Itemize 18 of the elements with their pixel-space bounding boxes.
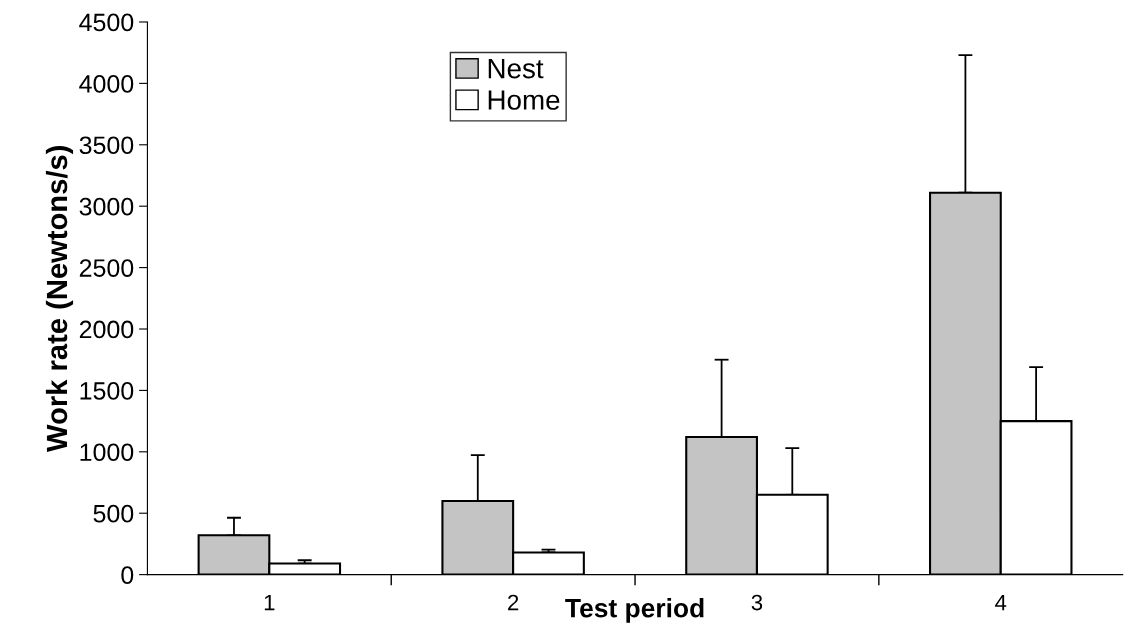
- y-tick-label: 500: [93, 504, 134, 523]
- y-tick-label: 1500: [80, 382, 134, 400]
- y-axis-title: Work rate (Newtons/s): [45, 146, 74, 452]
- x-tick-label: 4: [995, 594, 1007, 611]
- y-tick-label: 4000: [79, 74, 134, 93]
- y-tick-label: 1000: [80, 443, 134, 462]
- x-tick-label: 3: [751, 594, 763, 611]
- y-tick-label: 3500: [79, 136, 134, 155]
- x-axis-title: Test period: [565, 598, 704, 623]
- y-tick-label: 4500: [79, 13, 134, 32]
- legend-label: Nest: [488, 59, 544, 79]
- y-tick-label: 2000: [79, 320, 134, 339]
- legend-label: Home: [488, 90, 560, 110]
- x-tick-label: 1: [264, 594, 275, 611]
- y-tick-label: 0: [121, 566, 134, 584]
- y-tick-label: 3000: [79, 197, 134, 216]
- x-tick-label: 2: [508, 594, 519, 611]
- y-tick-label: 2500: [79, 259, 134, 277]
